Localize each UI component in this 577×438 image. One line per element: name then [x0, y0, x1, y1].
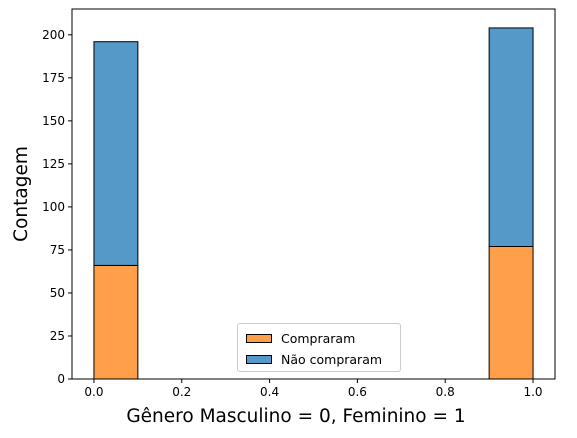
plot-frame	[71, 8, 556, 380]
bar-nao-compraram-0	[93, 41, 139, 266]
x-tick-label: 0.8	[436, 385, 455, 399]
y-axis-ticks: 0 25 50 75 100 125 150 175 200	[42, 28, 72, 386]
x-tick-label: 0.4	[260, 385, 279, 399]
y-tick-label: 75	[50, 243, 65, 257]
legend-item-nao-compraram: Não compraram	[246, 351, 382, 367]
legend-item-compraram: Compraram	[246, 330, 355, 346]
bar-nao-compraram-1	[488, 27, 534, 247]
y-tick-label: 175	[42, 71, 65, 85]
bar-compraram-0	[93, 264, 139, 380]
y-tick-label: 125	[42, 157, 65, 171]
legend: Compraram Não compraram	[237, 323, 401, 372]
y-tick-label: 150	[42, 114, 65, 128]
legend-swatch-nao-compraram	[246, 354, 272, 364]
x-axis-ticks: 0.0 0.2 0.4 0.6 0.8 1.0	[84, 379, 543, 399]
legend-label-compraram: Compraram	[281, 330, 356, 346]
legend-swatch-compraram	[246, 333, 272, 343]
y-tick-label: 50	[50, 286, 65, 300]
x-axis-label: Gênero Masculino = 0, Feminino = 1	[126, 406, 465, 427]
y-tick-label: 200	[42, 28, 65, 42]
y-axis-label: Contagem	[11, 146, 32, 242]
bar-compraram-1	[488, 245, 534, 380]
x-tick-label: 0.6	[348, 385, 367, 399]
x-tick-label: 0.2	[172, 385, 191, 399]
legend-label-nao-compraram: Não compraram	[281, 351, 383, 367]
x-tick-label: 0.0	[84, 385, 103, 399]
y-tick-label: 0	[57, 372, 65, 386]
x-tick-label: 1.0	[523, 385, 542, 399]
bars-group	[93, 27, 534, 380]
y-tick-label: 25	[50, 329, 65, 343]
y-tick-label: 100	[42, 200, 65, 214]
